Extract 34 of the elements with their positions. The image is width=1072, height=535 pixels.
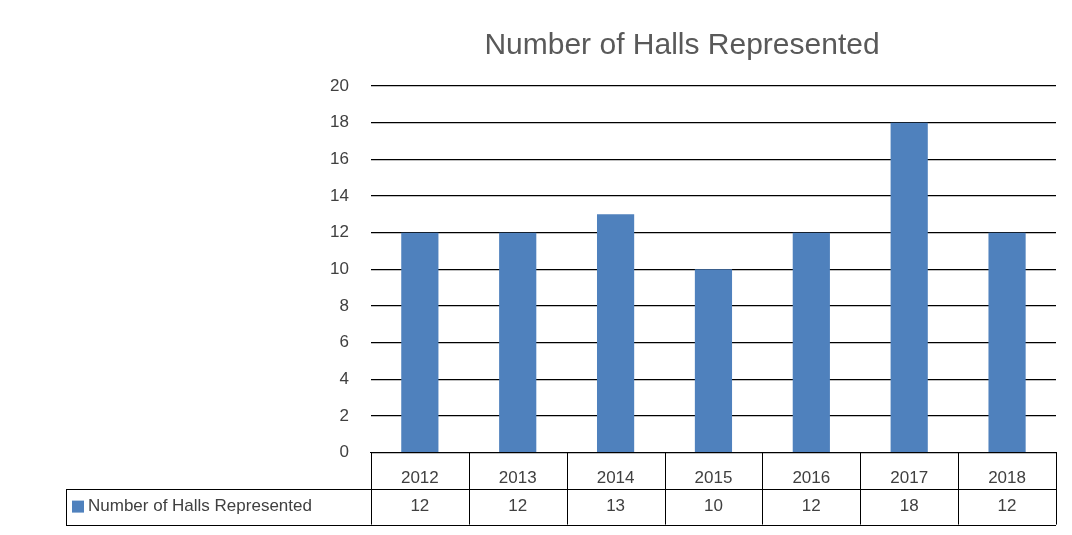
x-tick-label: 2017 <box>890 468 929 488</box>
data-label: 12 <box>508 496 528 516</box>
y-tick-label: 20 <box>329 75 349 95</box>
x-tick-label: 2016 <box>792 468 831 488</box>
y-tick-label: 18 <box>329 112 349 132</box>
x-tick-label: 2018 <box>988 468 1026 488</box>
bar <box>890 122 928 452</box>
chart-title: Number of Halls Represented <box>484 27 880 61</box>
y-tick-label: 6 <box>339 332 349 352</box>
bar <box>694 269 733 452</box>
bar <box>792 232 830 452</box>
bar <box>401 232 439 452</box>
legend-label: Number of Halls Represented <box>88 496 312 516</box>
data-label: 13 <box>606 496 626 516</box>
data-label: 12 <box>801 496 821 516</box>
x-tick-label: 2012 <box>400 468 439 488</box>
data-label: 10 <box>703 496 723 516</box>
x-tick-label: 2015 <box>694 468 733 488</box>
data-label: 12 <box>410 496 430 516</box>
data-label: 12 <box>997 496 1017 516</box>
bar <box>596 214 635 452</box>
y-tick-label: 10 <box>329 258 349 278</box>
y-tick-label: 8 <box>339 295 349 315</box>
y-tick-label: 12 <box>329 222 349 242</box>
y-tick-label: 14 <box>329 185 349 205</box>
y-tick-label: 4 <box>339 368 349 388</box>
y-tick-label: 2 <box>339 405 349 425</box>
x-tick-label: 2014 <box>596 468 635 488</box>
y-tick-label: 16 <box>329 149 349 169</box>
bar <box>988 232 1026 452</box>
bar <box>499 232 537 452</box>
y-tick-label: 0 <box>339 442 349 462</box>
data-label: 18 <box>899 496 919 516</box>
x-tick-label: 2013 <box>498 468 537 488</box>
